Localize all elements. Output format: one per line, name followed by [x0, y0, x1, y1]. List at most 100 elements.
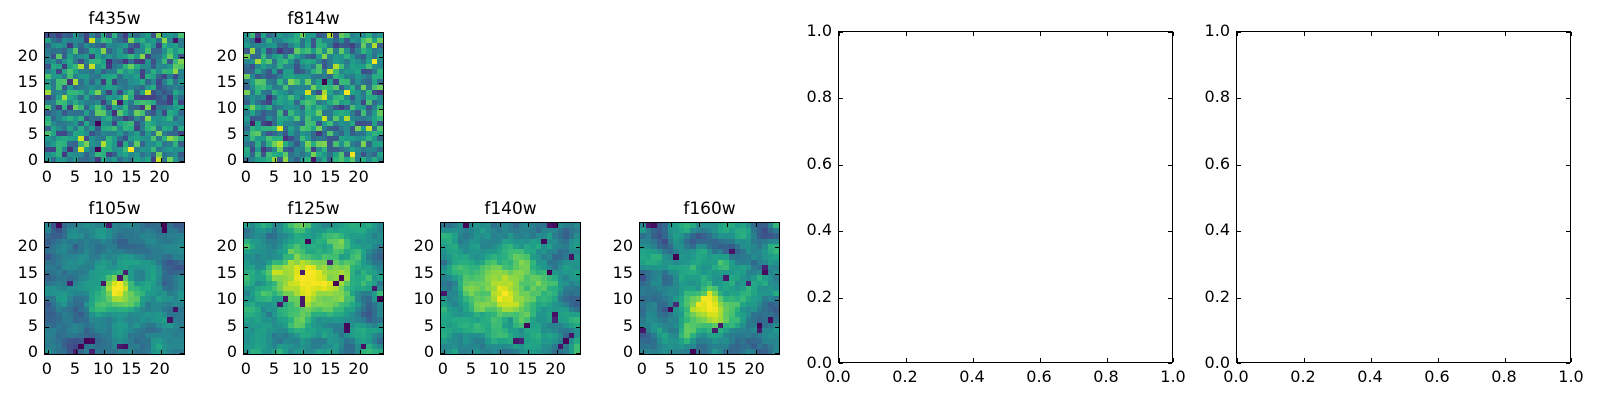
x-tick-label: 0.2: [1290, 367, 1316, 386]
y-tick-mark: [441, 300, 445, 302]
y-tick-mark-right: [180, 56, 184, 58]
y-tick-mark-right: [379, 273, 383, 275]
x-tick-mark-top: [556, 223, 558, 227]
x-tick-mark-top: [699, 223, 701, 227]
y-tick-label: 15: [216, 262, 237, 282]
y-tick-mark: [640, 326, 644, 328]
y-tick-label: 0.2: [806, 286, 832, 306]
y-tick-label: 15: [17, 71, 38, 91]
y-tick-label: 0: [226, 150, 237, 170]
y-tick-mark: [1237, 363, 1241, 364]
x-tick-mark-top: [303, 223, 305, 227]
y-tick-label: 0: [622, 342, 633, 362]
y-tick-mark: [839, 297, 843, 299]
y-tick-mark-right: [775, 353, 779, 354]
x-tick-label: 20: [149, 167, 170, 186]
x-tick-label: 5: [69, 167, 81, 186]
y-tick-label: 0.2: [1204, 286, 1230, 306]
y-tick-label: 20: [216, 45, 237, 65]
y-tick-mark: [839, 231, 843, 233]
y-tick-mark-right: [180, 300, 184, 302]
x-tick-mark: [132, 350, 134, 354]
y-tick-mark-right: [180, 161, 184, 162]
y-tick-label: 0: [27, 150, 38, 170]
y-tick-label: 5: [226, 315, 237, 335]
y-tick-label: 5: [27, 124, 38, 144]
y-tick-label: 10: [17, 97, 38, 117]
x-tick-label: 0: [240, 359, 251, 378]
y-tick-mark: [45, 56, 49, 58]
x-tick-mark: [443, 350, 445, 354]
y-tick-mark: [640, 273, 644, 275]
y-tick-label: 0: [226, 342, 237, 362]
x-tick-label: 20: [744, 359, 765, 378]
x-tick-mark: [104, 350, 106, 354]
y-tick-mark: [45, 161, 49, 162]
x-tick-mark: [104, 158, 106, 162]
x-tick-label: 0: [240, 167, 251, 186]
x-tick-mark: [76, 158, 78, 162]
y-tick-mark-right: [1566, 363, 1570, 364]
y-tick-label: 0.8: [1204, 87, 1230, 107]
x-tick-mark: [1040, 358, 1041, 362]
y-tick-mark-right: [180, 353, 184, 354]
y-tick-mark: [244, 161, 248, 162]
y-tick-mark-right: [1168, 231, 1172, 233]
x-tick-mark-top: [472, 223, 474, 227]
x-tick-mark-top: [359, 223, 361, 227]
y-tick-mark: [839, 363, 843, 364]
x-tick-mark: [47, 158, 49, 162]
y-tick-label: 15: [17, 262, 38, 282]
y-tick-label: 10: [17, 289, 38, 309]
x-tick-mark: [528, 350, 530, 354]
y-tick-mark: [839, 164, 843, 166]
y-tick-mark-right: [1168, 32, 1172, 33]
y-tick-label: 15: [216, 71, 237, 91]
y-tick-mark-right: [379, 326, 383, 328]
y-tick-mark: [1237, 98, 1241, 100]
blank-axes-1: [838, 31, 1174, 364]
y-tick-mark-right: [1168, 297, 1172, 299]
panel-title: f814w: [287, 9, 340, 29]
x-tick-mark-top: [76, 223, 78, 227]
x-tick-label: 0.2: [892, 367, 918, 386]
x-tick-mark-top: [160, 223, 162, 227]
y-tick-mark: [441, 326, 445, 328]
y-tick-mark: [244, 56, 248, 58]
x-tick-label: 0.8: [1093, 367, 1119, 386]
x-tick-mark: [76, 350, 78, 354]
heatmap-image: [45, 223, 184, 354]
y-tick-mark-right: [379, 82, 383, 84]
y-tick-mark-right: [1168, 98, 1172, 100]
x-tick-mark-top: [443, 223, 445, 227]
y-tick-label: 20: [17, 45, 38, 65]
heatmap-image: [45, 33, 184, 162]
y-tick-label: 0.0: [1204, 353, 1230, 372]
x-tick-mark-top: [104, 33, 106, 37]
y-tick-mark-right: [379, 56, 383, 58]
x-tick-label: 0.4: [959, 367, 985, 386]
x-tick-mark: [727, 350, 729, 354]
x-tick-label: 0.8: [1491, 367, 1517, 386]
y-tick-mark-right: [379, 353, 383, 354]
y-tick-mark-right: [775, 300, 779, 302]
x-tick-mark: [160, 158, 162, 162]
x-tick-mark-top: [727, 223, 729, 227]
x-tick-label: 5: [664, 359, 676, 378]
x-tick-mark-top: [47, 33, 49, 37]
panel-title: f105w: [88, 199, 141, 219]
y-tick-label: 5: [226, 124, 237, 144]
x-tick-mark: [839, 358, 840, 362]
axes-frame: [440, 222, 581, 355]
x-tick-label: 20: [348, 359, 369, 378]
y-tick-label: 10: [413, 289, 434, 309]
x-tick-label: 15: [121, 359, 142, 378]
y-tick-mark-right: [379, 135, 383, 137]
y-tick-mark: [244, 300, 248, 302]
x-tick-mark: [275, 158, 277, 162]
x-tick-mark-top: [1304, 32, 1305, 36]
y-tick-mark-right: [1168, 363, 1172, 364]
x-tick-mark-top: [246, 33, 248, 37]
heatmap-image: [640, 223, 779, 354]
y-tick-mark: [45, 82, 49, 84]
